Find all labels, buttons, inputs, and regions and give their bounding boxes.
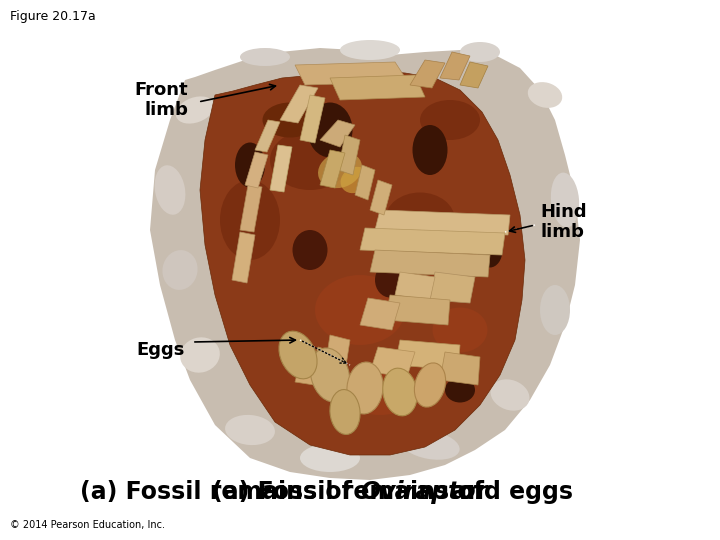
- Ellipse shape: [433, 307, 487, 353]
- Polygon shape: [255, 120, 280, 152]
- Polygon shape: [310, 347, 335, 378]
- Ellipse shape: [315, 275, 405, 345]
- Text: (a) Fossil remains of: (a) Fossil remains of: [80, 480, 360, 504]
- Polygon shape: [360, 298, 400, 330]
- Polygon shape: [280, 85, 318, 123]
- Ellipse shape: [477, 233, 503, 267]
- Ellipse shape: [415, 363, 446, 407]
- Ellipse shape: [318, 152, 362, 188]
- Polygon shape: [320, 150, 345, 188]
- Ellipse shape: [490, 379, 529, 410]
- Polygon shape: [245, 152, 268, 188]
- Text: © 2014 Pearson Education, Inc.: © 2014 Pearson Education, Inc.: [10, 520, 165, 530]
- Ellipse shape: [235, 143, 265, 187]
- Polygon shape: [295, 352, 322, 385]
- Ellipse shape: [383, 368, 418, 416]
- Ellipse shape: [220, 180, 280, 260]
- Polygon shape: [330, 75, 425, 100]
- Ellipse shape: [279, 331, 317, 379]
- Ellipse shape: [551, 173, 579, 227]
- Ellipse shape: [176, 97, 215, 124]
- Text: and eggs: and eggs: [443, 480, 573, 504]
- Ellipse shape: [310, 348, 350, 402]
- Ellipse shape: [385, 192, 455, 247]
- Polygon shape: [240, 185, 262, 232]
- Ellipse shape: [347, 362, 383, 414]
- Ellipse shape: [445, 377, 475, 402]
- Text: (a) Fossil remains of: (a) Fossil remains of: [212, 480, 492, 504]
- Text: Hind
limb: Hind limb: [540, 202, 587, 241]
- Polygon shape: [232, 232, 255, 283]
- Polygon shape: [200, 71, 525, 455]
- Ellipse shape: [180, 338, 220, 373]
- Polygon shape: [355, 165, 375, 200]
- Text: Front
limb: Front limb: [135, 80, 188, 119]
- Polygon shape: [395, 272, 435, 300]
- Polygon shape: [410, 60, 445, 88]
- Text: Oviraptor: Oviraptor: [360, 480, 487, 504]
- Polygon shape: [385, 295, 450, 325]
- Polygon shape: [440, 52, 470, 80]
- Polygon shape: [300, 95, 325, 143]
- Polygon shape: [338, 135, 360, 175]
- Polygon shape: [375, 210, 510, 235]
- Polygon shape: [320, 120, 355, 147]
- Ellipse shape: [375, 262, 405, 298]
- Ellipse shape: [225, 415, 275, 445]
- Polygon shape: [430, 272, 475, 303]
- Ellipse shape: [307, 103, 353, 158]
- Ellipse shape: [413, 125, 448, 175]
- Ellipse shape: [340, 365, 420, 415]
- Ellipse shape: [420, 100, 480, 140]
- Ellipse shape: [540, 285, 570, 335]
- Text: Eggs: Eggs: [137, 341, 185, 359]
- Ellipse shape: [292, 230, 328, 270]
- Polygon shape: [370, 180, 392, 215]
- Ellipse shape: [163, 250, 197, 290]
- Ellipse shape: [270, 130, 350, 190]
- Ellipse shape: [300, 444, 360, 472]
- Ellipse shape: [240, 48, 290, 66]
- Ellipse shape: [528, 82, 562, 108]
- Polygon shape: [270, 145, 292, 192]
- Polygon shape: [325, 335, 350, 372]
- Text: (a) Fossil remains of O: (a) Fossil remains of O: [212, 480, 513, 504]
- Polygon shape: [370, 347, 415, 377]
- Ellipse shape: [263, 103, 318, 138]
- Polygon shape: [440, 352, 480, 385]
- Polygon shape: [150, 48, 580, 480]
- Ellipse shape: [460, 42, 500, 62]
- Text: Figure 20.17a: Figure 20.17a: [10, 10, 96, 23]
- Polygon shape: [295, 62, 408, 85]
- Ellipse shape: [360, 70, 400, 90]
- Polygon shape: [360, 228, 505, 255]
- Polygon shape: [460, 62, 488, 88]
- Polygon shape: [370, 250, 490, 277]
- Polygon shape: [395, 340, 460, 370]
- Ellipse shape: [155, 165, 185, 215]
- Ellipse shape: [330, 389, 360, 435]
- Ellipse shape: [340, 40, 400, 60]
- Ellipse shape: [400, 430, 459, 460]
- Ellipse shape: [341, 167, 369, 193]
